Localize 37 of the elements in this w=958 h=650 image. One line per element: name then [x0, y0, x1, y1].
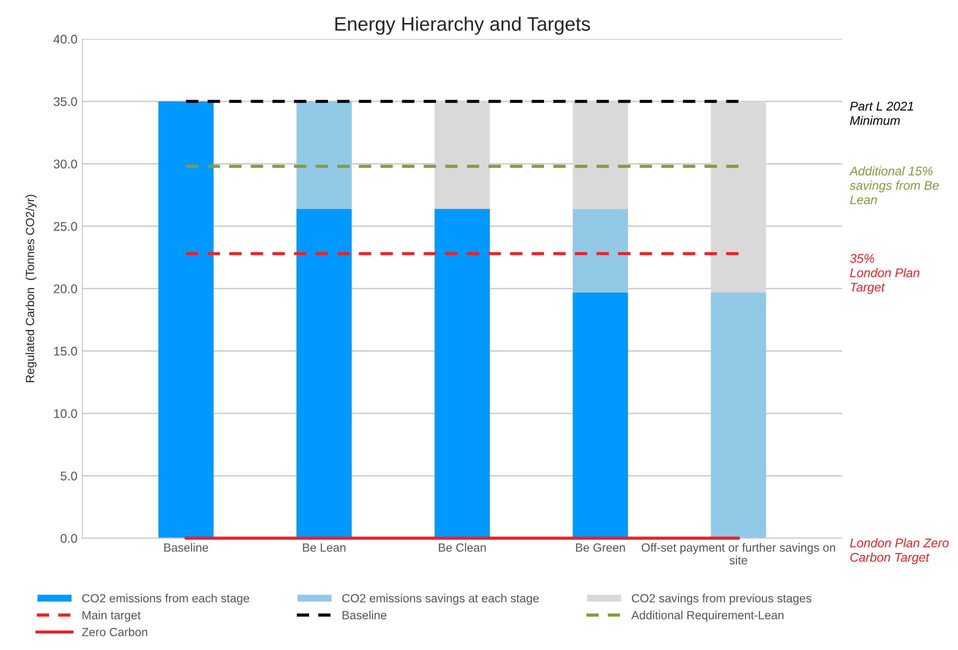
legend-label: CO2 savings from previous stages	[632, 594, 812, 605]
bar	[296, 208, 352, 538]
text: Additional 15% savings from Be Lean	[849, 166, 939, 204]
y-tick-label: 0.0	[60, 534, 78, 543]
legend-label: Baseline	[342, 610, 386, 620]
legend-label: Zero Carbon	[82, 628, 148, 636]
bar	[710, 101, 766, 292]
y-tick-label: 30.0	[54, 160, 78, 168]
x-tick-label: Be Clean	[438, 543, 486, 552]
chart-title: Energy Hierarchy and Targets	[335, 16, 590, 35]
x-tick-label: Baseline	[164, 543, 208, 552]
text: Part L 2021 Minimum	[850, 102, 914, 125]
legend-label: Main target	[82, 610, 141, 622]
y-tick-label: 10.0	[54, 409, 78, 418]
y-tick-label: 35.0	[54, 97, 78, 106]
bar	[572, 292, 628, 538]
bar	[158, 101, 214, 538]
y-tick-label: 15.0	[54, 346, 78, 356]
y-tick-label: 25.0	[54, 222, 78, 231]
y-tick-label: 5.0	[60, 472, 78, 480]
legend-label: CO2 emissions savings at each stage	[342, 594, 539, 605]
text: London Plan Zero Carbon Target	[850, 538, 949, 564]
y-axis-title: Regulated Carbon (Tonnes CO2/yr)	[26, 194, 37, 382]
text: 35% London Plan Target	[850, 254, 920, 294]
bar	[434, 208, 490, 538]
y-tick-label: 20.0	[54, 284, 78, 294]
bar	[710, 292, 766, 538]
x-tick-label: Off-set payment or further savings on site	[642, 543, 836, 564]
legend-label: Additional Requirement-Lean	[631, 610, 784, 622]
legend-label: CO2 emissions from each stage	[82, 594, 250, 605]
x-tick-label: Be Lean	[303, 543, 346, 552]
bar	[572, 208, 628, 292]
bar	[572, 101, 628, 209]
x-tick-label: Be Green	[576, 543, 625, 552]
y-tick-label: 40.0	[53, 34, 78, 44]
bar	[296, 101, 352, 209]
bar	[434, 101, 490, 209]
